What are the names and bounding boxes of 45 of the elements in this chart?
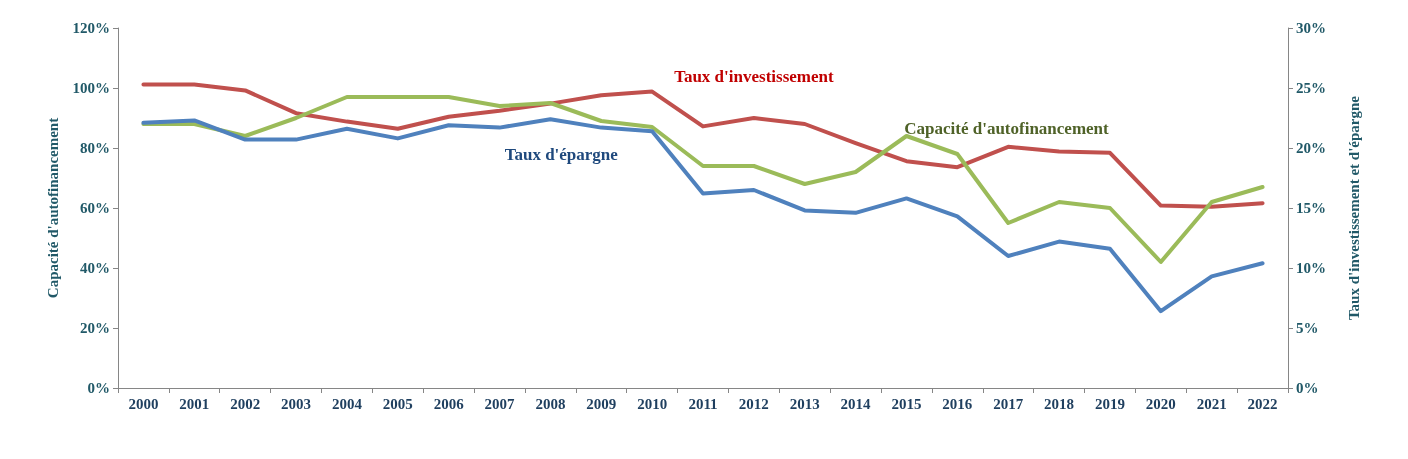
x-tick-label: 2021	[1196, 395, 1227, 412]
line-series	[141, 117, 1265, 314]
x-tick-label: 2009	[586, 395, 617, 412]
x-tick-label: 2017	[993, 395, 1024, 412]
y-tick-label: 40%	[80, 260, 110, 276]
x-tick-label: 2006	[433, 395, 465, 412]
x-tick-label: 2003	[281, 395, 312, 412]
x-tick-label: 2015	[891, 395, 922, 412]
y2-tick-label: 30%	[1296, 20, 1326, 36]
y-tick-label: 20%	[80, 320, 110, 336]
x-tick-label: 2014	[840, 395, 872, 412]
x-tick-label: 2018	[1044, 395, 1075, 412]
y-tick-label: 0%	[87, 380, 110, 396]
line-series	[141, 82, 1265, 209]
x-tick-label: 2011	[688, 395, 718, 412]
x-tick-label: 2012	[738, 395, 769, 412]
x-tick-label: 2005	[382, 395, 413, 412]
y-tick-label: 100%	[72, 80, 110, 96]
x-tick-label: 2013	[789, 395, 820, 412]
line-series	[141, 95, 1265, 264]
x-tick-label: 2007	[484, 395, 516, 412]
x-tick-label: 2000	[128, 395, 159, 412]
y2-tick-label: 10%	[1296, 260, 1326, 276]
x-tick-label: 2022	[1247, 395, 1278, 412]
x-tick-label: 2004	[331, 395, 363, 412]
x-tick-label: 2010	[637, 395, 668, 412]
y2-axis-title: Taux d'investissement et d'épargne	[1345, 95, 1362, 321]
x-tick-label: 2001	[179, 395, 210, 412]
y2-tick-label: 15%	[1296, 200, 1326, 216]
y2-tick-label: 5%	[1296, 320, 1319, 336]
y2-tick-label: 25%	[1296, 80, 1326, 96]
y-tick-label: 120%	[72, 20, 110, 36]
x-tick-label: 2020	[1145, 395, 1176, 412]
y-axis-title: Capacité d'autofinancement	[44, 117, 61, 299]
x-tick-label: 2008	[535, 395, 566, 412]
series-label: Taux d'investissement	[674, 67, 834, 86]
y2-tick-label: 20%	[1296, 140, 1326, 156]
y-tick-label: 60%	[80, 200, 110, 216]
series-label: Taux d'épargne	[504, 144, 619, 164]
x-tick-label: 2002	[230, 395, 261, 412]
y2-tick-label: 0%	[1296, 380, 1319, 396]
x-tick-label: 2016	[942, 395, 973, 412]
series-label: Capacité d'autofinancement	[904, 119, 1110, 138]
y-tick-label: 80%	[80, 140, 110, 156]
x-tick-label: 2019	[1094, 395, 1125, 412]
